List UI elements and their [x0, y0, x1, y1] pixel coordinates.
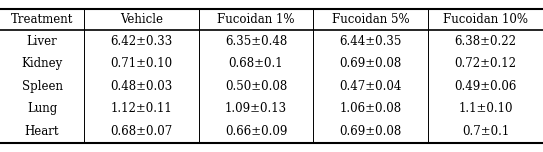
Text: Treatment: Treatment [11, 13, 73, 26]
Text: Fucoidan 5%: Fucoidan 5% [332, 13, 409, 26]
Text: 1.1±0.10: 1.1±0.10 [458, 102, 513, 116]
Text: 1.12±0.11: 1.12±0.11 [111, 102, 172, 116]
Text: Lung: Lung [27, 102, 57, 116]
Text: Spleen: Spleen [22, 80, 62, 93]
Text: 0.49±0.06: 0.49±0.06 [454, 80, 516, 93]
Text: 0.47±0.04: 0.47±0.04 [339, 80, 402, 93]
Text: 6.38±0.22: 6.38±0.22 [454, 35, 516, 48]
Text: 1.06±0.08: 1.06±0.08 [339, 102, 402, 116]
Text: 0.50±0.08: 0.50±0.08 [225, 80, 287, 93]
Text: Liver: Liver [27, 35, 58, 48]
Text: 6.44±0.35: 6.44±0.35 [339, 35, 402, 48]
Text: 0.69±0.08: 0.69±0.08 [339, 125, 402, 138]
Text: 0.69±0.08: 0.69±0.08 [339, 57, 402, 70]
Text: 0.7±0.1: 0.7±0.1 [462, 125, 509, 138]
Text: 0.72±0.12: 0.72±0.12 [454, 57, 516, 70]
Text: Fucoidan 10%: Fucoidan 10% [443, 13, 528, 26]
Text: 6.35±0.48: 6.35±0.48 [225, 35, 287, 48]
Text: Heart: Heart [25, 125, 59, 138]
Text: 0.48±0.03: 0.48±0.03 [110, 80, 173, 93]
Text: 0.68±0.07: 0.68±0.07 [110, 125, 173, 138]
Text: Kidney: Kidney [22, 57, 62, 70]
Text: 6.42±0.33: 6.42±0.33 [110, 35, 173, 48]
Text: Fucoidan 1%: Fucoidan 1% [217, 13, 295, 26]
Text: 0.71±0.10: 0.71±0.10 [110, 57, 173, 70]
Text: 0.68±0.1: 0.68±0.1 [229, 57, 283, 70]
Text: 1.09±0.13: 1.09±0.13 [225, 102, 287, 116]
Text: Vehicle: Vehicle [120, 13, 163, 26]
Text: 0.66±0.09: 0.66±0.09 [225, 125, 287, 138]
